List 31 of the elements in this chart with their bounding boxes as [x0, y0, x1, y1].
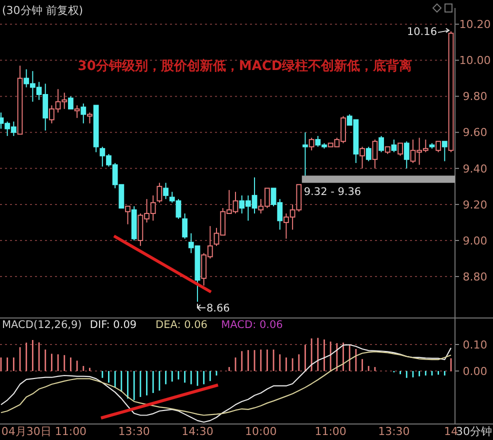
text: 30分钟 — [456, 424, 492, 438]
chart-title: MACD(12,26,9) — [2, 319, 82, 331]
line-series — [0, 351, 452, 416]
x-tick-label: 13:30 — [118, 424, 150, 438]
line-series — [0, 344, 452, 423]
chart-title: (30分钟 前复权) — [2, 4, 84, 17]
y-tick-label: 10.20 — [459, 18, 491, 32]
annotation: 30分钟级别，股价创新低，MACD绿柱不创新低，底背离 — [78, 58, 412, 74]
series-label: MACD: 0.06 — [221, 319, 284, 331]
x-tick-label: 10:00 — [245, 424, 277, 438]
y-tick-label: 9.00 — [462, 234, 488, 248]
text: DEA: 0.06 — [156, 319, 208, 331]
x-tick-label: 04月30日 — [1, 424, 52, 438]
y-tick-label: 8.80 — [462, 270, 488, 284]
x-tick-label: 13:30 — [378, 424, 410, 438]
y-tick-label: 9.60 — [462, 126, 488, 140]
x-tick-label: 14:30 — [182, 424, 214, 438]
y-tick-label: 9.20 — [462, 198, 488, 212]
y-tick-label: 10.00 — [459, 54, 491, 68]
candlestick — [302, 132, 308, 176]
y-tick-label: 9.80 — [462, 90, 488, 104]
x-tick-label: 14 — [444, 424, 458, 438]
x-tick-label: 11:00 — [314, 424, 346, 438]
text: DIF: 0.09 — [90, 319, 137, 331]
y-tick-label: 0.00 — [462, 364, 488, 378]
y-tick-label: 9.40 — [462, 162, 488, 176]
band-label: 9.32 - 9.36 — [304, 186, 362, 198]
annotation: 10.16 — [406, 26, 438, 38]
annotation: 8.66 — [206, 302, 230, 314]
x-tick-label: 11:00 — [54, 424, 87, 438]
y-tick-label: 0.10 — [462, 338, 488, 352]
